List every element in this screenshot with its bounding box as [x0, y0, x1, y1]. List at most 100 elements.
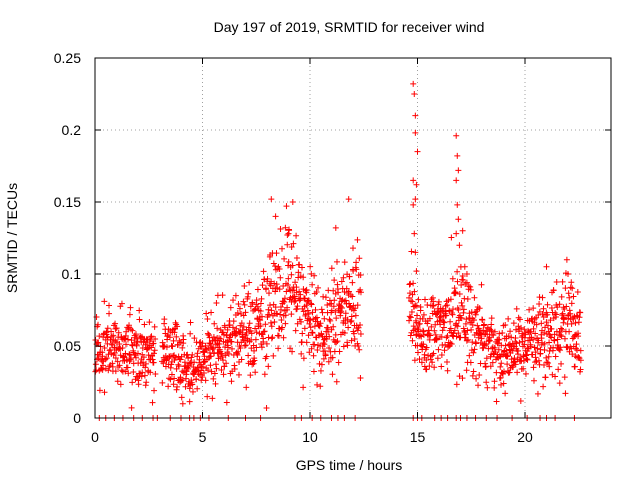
data-point: [127, 304, 134, 311]
data-point: [101, 298, 108, 305]
data-point: [124, 364, 131, 371]
data-point: [430, 350, 437, 357]
data-point: [342, 320, 349, 327]
data-point: [557, 344, 564, 351]
data-point: [417, 332, 424, 339]
data-point: [290, 240, 297, 247]
data-point: [240, 298, 247, 305]
data-point: [289, 199, 296, 205]
data-point: [201, 353, 208, 360]
data-point: [209, 346, 216, 353]
data-point: [125, 370, 132, 377]
data-point: [408, 308, 415, 315]
data-point: [426, 315, 433, 322]
data-point: [409, 291, 416, 298]
data-point: [106, 302, 113, 309]
data-point: [535, 311, 542, 318]
data-point: [285, 230, 292, 237]
data-point: [268, 196, 275, 203]
data-point: [200, 369, 207, 376]
data-point: [473, 329, 480, 336]
data-point: [577, 357, 584, 364]
data-point: [274, 284, 281, 291]
data-point: [543, 263, 550, 270]
data-point: [505, 315, 512, 322]
data-point: [240, 312, 247, 319]
data-point: [173, 333, 180, 340]
data-point: [463, 367, 470, 374]
chart-title: Day 197 of 2019, SRMTID for receiver win…: [214, 19, 485, 35]
data-point: [571, 332, 578, 339]
data-point: [228, 338, 235, 345]
data-point: [305, 297, 312, 304]
data-point: [455, 306, 462, 313]
data-point: [228, 378, 235, 385]
data-point: [571, 363, 578, 370]
data-point: [148, 344, 155, 351]
data-point: [328, 300, 335, 307]
data-point: [234, 351, 241, 358]
data-point: [300, 274, 307, 281]
data-point: [574, 288, 581, 295]
data-point: [284, 281, 291, 288]
data-point: [112, 368, 119, 375]
data-point: [470, 317, 477, 324]
data-point: [432, 331, 439, 338]
data-point: [464, 295, 471, 302]
data-point: [309, 330, 316, 337]
data-point: [533, 321, 540, 328]
data-point: [568, 320, 575, 327]
data-point: [137, 334, 144, 341]
data-point: [409, 298, 416, 305]
data-point: [285, 275, 292, 282]
data-point: [407, 314, 414, 321]
data-point: [131, 332, 138, 339]
data-point: [433, 311, 440, 318]
data-point: [294, 303, 301, 310]
data-point: [289, 348, 296, 355]
data-point: [559, 278, 566, 285]
data-point: [285, 258, 292, 265]
data-point: [461, 263, 468, 270]
data-point: [148, 333, 155, 340]
data-point: [216, 341, 223, 348]
data-point: [491, 384, 498, 391]
data-point: [523, 356, 530, 363]
data-point: [166, 353, 173, 360]
data-point: [189, 351, 196, 358]
data-point: [468, 326, 475, 333]
data-point: [506, 369, 513, 376]
data-point: [569, 285, 576, 292]
data-point: [253, 329, 260, 336]
data-point: [574, 346, 581, 353]
data-point: [479, 316, 486, 323]
data-point: [142, 364, 149, 371]
data-point: [165, 383, 172, 390]
data-point: [535, 337, 542, 344]
data-point: [444, 302, 451, 309]
data-point: [299, 330, 306, 337]
data-point: [139, 369, 146, 376]
data-point: [548, 334, 555, 341]
data-point: [204, 330, 211, 337]
data-point: [517, 398, 524, 405]
data-point: [353, 266, 360, 273]
data-point: [469, 322, 476, 329]
data-point: [186, 385, 193, 392]
data-point: [93, 367, 100, 374]
data-point: [459, 227, 466, 234]
data-point: [453, 177, 460, 184]
data-point: [179, 400, 186, 407]
data-point: [92, 361, 99, 368]
data-point: [407, 298, 414, 305]
data-point: [350, 245, 356, 252]
data-point: [311, 272, 318, 279]
data-point: [417, 304, 424, 311]
data-point: [418, 359, 425, 366]
data-point: [491, 328, 498, 335]
data-point: [528, 328, 535, 335]
data-point: [286, 226, 293, 233]
data-point: [277, 311, 284, 318]
data-point: [141, 372, 148, 379]
data-point: [265, 306, 272, 313]
